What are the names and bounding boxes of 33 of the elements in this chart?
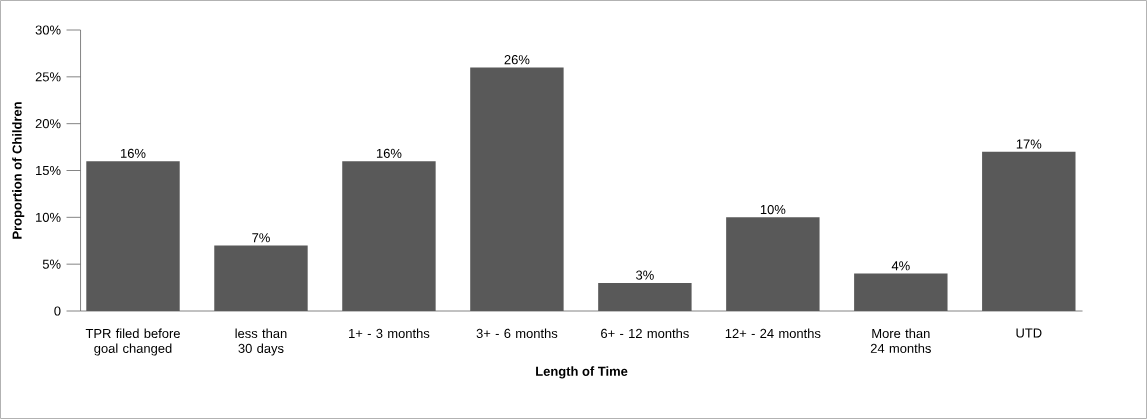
x-tick-label: less than 30 days bbox=[235, 328, 287, 356]
y-axis-title: Proportion of Children bbox=[12, 102, 25, 239]
data-label: 26% bbox=[504, 55, 530, 65]
bar bbox=[598, 282, 692, 311]
y-tick-label: 15% bbox=[36, 165, 61, 176]
bar bbox=[86, 161, 180, 311]
x-axis-title: Length of Time bbox=[536, 366, 628, 379]
y-tick-label: 0 bbox=[54, 306, 61, 316]
y-tick-label: 20% bbox=[35, 119, 61, 129]
data-label: 10% bbox=[760, 204, 786, 215]
bar bbox=[214, 245, 308, 311]
bar bbox=[982, 151, 1076, 311]
y-tick-label: 30% bbox=[35, 25, 61, 35]
x-tick-label: More than 24 months bbox=[870, 328, 931, 353]
x-tick-label: 3+ - 6 months bbox=[476, 328, 558, 339]
y-tick-label: 5% bbox=[42, 259, 61, 269]
x-tick-label: UTD bbox=[1016, 328, 1042, 338]
x-tick-label: TPR filed before goal changed bbox=[85, 328, 180, 356]
x-tick-label: 1+ - 3 months bbox=[349, 328, 430, 339]
y-tick-label: 10% bbox=[36, 212, 61, 222]
bar bbox=[342, 161, 436, 311]
x-tick-label: 12+ - 24 months bbox=[725, 328, 821, 339]
bar bbox=[854, 273, 948, 311]
x-tick-label: 6+ - 12 months bbox=[601, 328, 689, 339]
y-tick-label: 25% bbox=[35, 72, 61, 82]
bar bbox=[726, 217, 820, 311]
data-label: 3% bbox=[636, 270, 654, 280]
data-label: 17% bbox=[1016, 139, 1042, 149]
data-label: 4% bbox=[891, 261, 910, 271]
bar bbox=[470, 67, 564, 311]
data-label: 7% bbox=[252, 233, 270, 243]
data-label: 16% bbox=[121, 148, 146, 158]
data-label: 16% bbox=[376, 148, 402, 158]
